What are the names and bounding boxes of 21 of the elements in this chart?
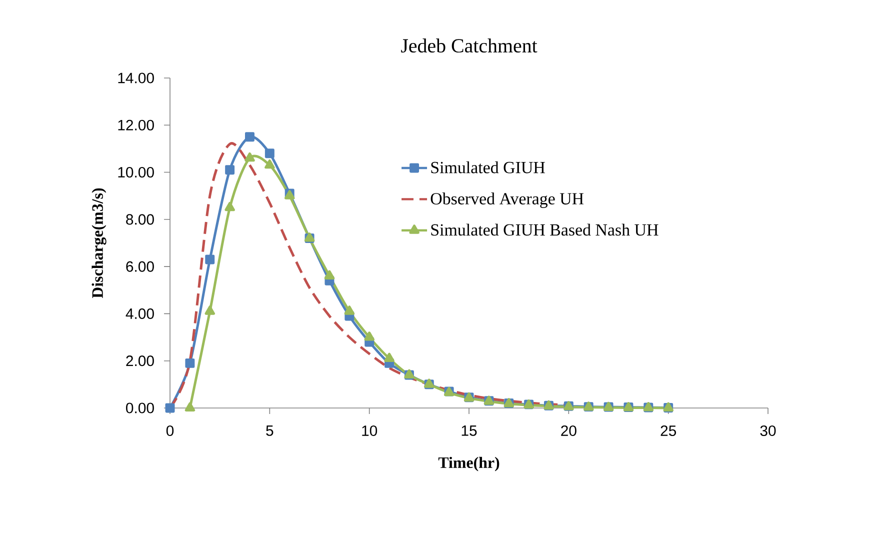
x-tick-label: 20: [561, 425, 576, 436]
x-axis-title: Time(hr): [438, 456, 500, 472]
legend-label: Simulated GIUH: [431, 161, 545, 174]
chart-title: Jedeb Catchment: [401, 38, 538, 53]
legend-label: Observed Average UH: [430, 192, 584, 208]
y-axis-title: Discharge(m3/s): [92, 188, 106, 298]
y-tick-label: 0.00: [126, 402, 154, 414]
x-tick-label: 15: [462, 425, 477, 436]
y-tick-label: 12.00: [118, 120, 154, 130]
x-tick-label: 25: [660, 425, 676, 436]
y-tick-label: 2.00: [126, 356, 154, 366]
y-tick-label: 14.00: [118, 72, 154, 84]
x-tick-label: 30: [760, 425, 776, 436]
y-tick-label: 6.00: [126, 261, 154, 272]
x-tick-label: 0: [166, 425, 174, 436]
x-tick-label: 5: [266, 425, 274, 436]
x-tick-label: 10: [362, 425, 378, 436]
legend-label: Simulated GIUH Based Nash UH: [431, 224, 658, 236]
y-tick-label: 4.00: [126, 308, 154, 319]
y-tick-label: 8.00: [126, 214, 154, 225]
y-tick-label: 10.00: [118, 166, 154, 178]
